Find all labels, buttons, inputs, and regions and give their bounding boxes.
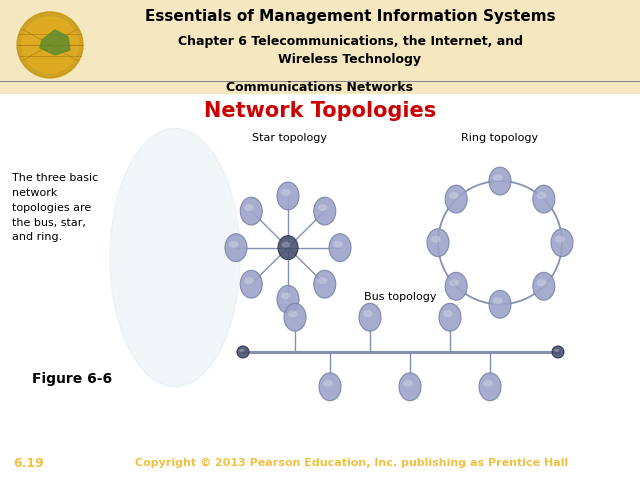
Text: Star topology: Star topology <box>253 133 328 144</box>
Ellipse shape <box>240 270 262 298</box>
Text: Network Topologies: Network Topologies <box>204 100 436 120</box>
Ellipse shape <box>493 297 503 304</box>
Ellipse shape <box>277 286 299 313</box>
Text: Bus topology: Bus topology <box>364 292 436 302</box>
Ellipse shape <box>317 277 328 284</box>
Ellipse shape <box>445 185 467 213</box>
Text: Figure 6-6: Figure 6-6 <box>32 372 112 386</box>
Ellipse shape <box>537 192 547 199</box>
Ellipse shape <box>445 272 467 300</box>
Ellipse shape <box>239 349 244 352</box>
Ellipse shape <box>431 236 441 243</box>
Ellipse shape <box>537 279 547 286</box>
Ellipse shape <box>399 373 421 401</box>
Ellipse shape <box>229 240 239 248</box>
Ellipse shape <box>533 185 555 213</box>
Ellipse shape <box>329 234 351 262</box>
Ellipse shape <box>554 349 559 352</box>
Ellipse shape <box>363 310 372 317</box>
Ellipse shape <box>555 236 564 243</box>
Ellipse shape <box>240 197 262 225</box>
Ellipse shape <box>483 380 493 387</box>
Ellipse shape <box>314 197 336 225</box>
Ellipse shape <box>317 204 328 211</box>
Ellipse shape <box>449 279 459 286</box>
Ellipse shape <box>319 373 341 401</box>
Ellipse shape <box>479 373 501 401</box>
Ellipse shape <box>533 272 555 300</box>
Ellipse shape <box>281 292 291 300</box>
Ellipse shape <box>489 290 511 318</box>
Ellipse shape <box>225 234 247 262</box>
Circle shape <box>17 12 83 78</box>
Text: Ring topology: Ring topology <box>461 133 539 144</box>
Ellipse shape <box>443 310 452 317</box>
Text: Chapter 6 Telecommunications, the Internet, and: Chapter 6 Telecommunications, the Intern… <box>177 35 522 48</box>
Ellipse shape <box>449 192 459 199</box>
Ellipse shape <box>439 303 461 331</box>
Ellipse shape <box>427 229 449 257</box>
Ellipse shape <box>552 346 564 358</box>
Ellipse shape <box>403 380 413 387</box>
Text: Essentials of Management Information Systems: Essentials of Management Information Sys… <box>145 9 556 24</box>
Polygon shape <box>40 30 70 55</box>
Ellipse shape <box>281 189 291 196</box>
Circle shape <box>22 17 78 73</box>
Ellipse shape <box>282 241 291 248</box>
Ellipse shape <box>284 303 306 331</box>
Ellipse shape <box>277 182 299 210</box>
Text: The three basic
network
topologies are
the bus, star,
and ring.: The three basic network topologies are t… <box>12 173 99 242</box>
Ellipse shape <box>278 236 298 260</box>
Ellipse shape <box>314 270 336 298</box>
Ellipse shape <box>551 229 573 257</box>
Ellipse shape <box>244 204 254 211</box>
Text: 6.19: 6.19 <box>13 456 44 470</box>
Ellipse shape <box>237 346 249 358</box>
Text: Communications Networks: Communications Networks <box>227 82 413 95</box>
Ellipse shape <box>489 167 511 195</box>
Text: Wireless Technology: Wireless Technology <box>278 53 422 66</box>
Ellipse shape <box>333 240 343 248</box>
Text: Copyright © 2013 Pearson Education, Inc. publishing as Prentice Hall: Copyright © 2013 Pearson Education, Inc.… <box>136 458 568 468</box>
Ellipse shape <box>359 303 381 331</box>
Ellipse shape <box>493 174 503 181</box>
Ellipse shape <box>323 380 333 387</box>
Ellipse shape <box>110 128 240 387</box>
Ellipse shape <box>244 277 254 284</box>
Ellipse shape <box>288 310 298 317</box>
